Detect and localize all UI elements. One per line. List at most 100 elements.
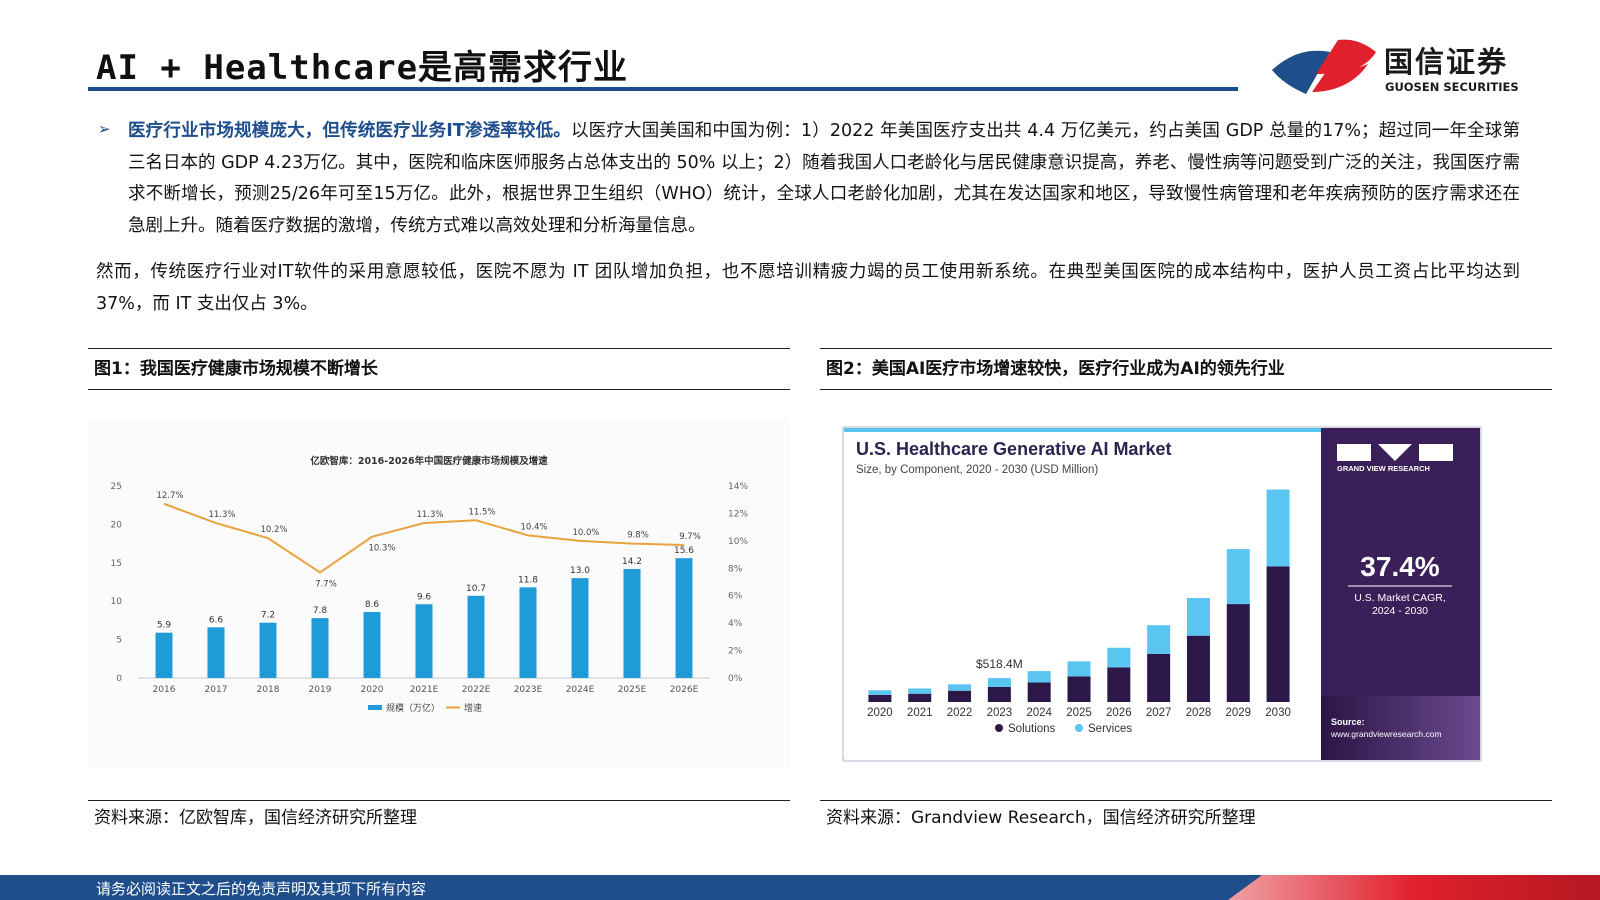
title-rule <box>88 87 1238 91</box>
chart1-bar <box>207 627 225 678</box>
chart1-bar <box>363 611 381 678</box>
chart2-xtick: 2028 <box>1186 707 1212 719</box>
chart1-ytick: 25 <box>111 482 122 492</box>
chart1-ytick: 0 <box>116 674 122 684</box>
china-healthcare-market-chart: 亿欧智库：2016-2026年中国医疗健康市场规模及增速 0 5 10 15 20 25 0%… <box>88 418 790 768</box>
chart2-bar-services <box>1147 625 1171 654</box>
chart2-legend-services-dot <box>1075 724 1083 732</box>
chart1-growth-label: 10.0% <box>572 528 599 538</box>
intro-paragraph: 医疗行业市场规模庞大，但传统医疗业务IT渗透率较低。以医疗大国美国和中国为例：1… <box>128 116 1520 242</box>
chart1-bar-label: 6.6 <box>209 615 224 625</box>
chart2-legend-services: Services <box>1088 723 1132 735</box>
chart1-growth-label: 9.8% <box>627 531 649 541</box>
chart1-growth-label: 10.2% <box>260 525 287 535</box>
chart2-bar-solutions <box>1266 566 1290 702</box>
chart1-xtick: 2024E <box>566 685 595 695</box>
chart1-bar-label: 14.2 <box>622 557 642 567</box>
chart1-bar <box>415 604 433 678</box>
grand-view-logo-icon <box>1337 444 1453 461</box>
chart2-bar-solutions <box>1107 667 1131 702</box>
guosen-logo-icon <box>1272 39 1376 94</box>
chart1-growth-label: 9.7% <box>679 532 701 542</box>
chart2-brand: GRAND VIEW RESEARCH <box>1337 464 1430 473</box>
footer-disclaimer: 请务必阅读正文之后的免责声明及其项下所有内容 <box>96 880 427 898</box>
chart2-xtick: 2025 <box>1066 707 1092 719</box>
chart2-xtick: 2027 <box>1146 707 1172 719</box>
chart1-bar-label: 9.6 <box>417 592 432 602</box>
intro-body: 以医疗大国美国和中国为例：1）2022 年美国医疗支出共 4.4 万亿美元，约占… <box>128 121 1520 236</box>
chart1-legend-line-label: 增速 <box>464 702 482 714</box>
chart2-bar-services <box>1067 661 1091 677</box>
chart2-bar-services <box>1226 549 1250 605</box>
second-paragraph: 然而，传统医疗行业对IT软件的采用意愿较低，医院不愿为 IT 团队增加负担，也不… <box>96 262 1520 314</box>
chart1-xtick: 2018 <box>257 685 280 695</box>
chart1-y2tick: 2% <box>728 647 743 657</box>
chart1-bar-label: 11.8 <box>518 575 538 585</box>
chart2-bar-solutions <box>1027 682 1051 702</box>
figure1-source: 资料来源：亿欧智库，国信经济研究所整理 <box>88 800 790 836</box>
chart1-bar <box>571 578 589 678</box>
chart1-xtick: 2025E <box>618 685 647 695</box>
chart2-cagr-label: U.S. Market CAGR, <box>1354 592 1446 604</box>
chart2-bar-services <box>1107 647 1131 668</box>
chart1-bar-label: 10.7 <box>466 584 486 594</box>
chart2-bar-solutions <box>868 694 892 702</box>
chart1-bar <box>259 622 277 678</box>
chart2-cagr-period: 2024 - 2030 <box>1372 605 1428 617</box>
chart2-annotation: $518.4M <box>976 657 1023 671</box>
chart2-bar-services <box>1027 671 1051 683</box>
chart1-growth-label: 11.3% <box>208 510 235 520</box>
chart2-subtitle: Size, by Component, 2020 - 2030 (USD Mil… <box>856 464 1098 476</box>
chart2-bar-solutions <box>1186 635 1210 702</box>
chart1-xtick: 2020 <box>361 685 384 695</box>
chart1-bar <box>467 595 485 678</box>
chart2-title: U.S. Healthcare Generative AI Market <box>856 439 1171 459</box>
chart1-xtick: 2017 <box>205 685 228 695</box>
chart2-bar-services <box>1186 598 1210 636</box>
chart1-growth-label: 10.3% <box>368 544 395 554</box>
chart2-xtick: 2020 <box>867 707 893 719</box>
chart2-side-panel-footer <box>1321 696 1480 760</box>
chart1-xtick: 2019 <box>309 685 332 695</box>
chart2-bar-services <box>868 690 892 695</box>
chart2-source-url: www.grandviewresearch.com <box>1330 729 1442 739</box>
chart2-xtick: 2022 <box>947 707 973 719</box>
chart1-title: 亿欧智库：2016-2026年中国医疗健康市场规模及增速 <box>310 455 548 467</box>
chart2-bar-services <box>1266 489 1290 567</box>
logo-cn-text: 国信证券 <box>1384 45 1509 79</box>
chart1-bar <box>311 618 329 678</box>
chart2-top-accent <box>844 428 1321 432</box>
chart2-legend-solutions-dot <box>995 724 1003 732</box>
chart1-ytick: 10 <box>111 597 123 607</box>
chart1-bar <box>519 587 537 678</box>
chart1-y2tick: 0% <box>728 674 743 684</box>
chart1-y2tick: 12% <box>728 509 748 519</box>
chart2-bar-solutions <box>948 690 972 702</box>
chart2-xtick: 2026 <box>1106 707 1132 719</box>
chart1-bar <box>155 632 173 678</box>
figure2-title: 图2：美国AI医疗市场增速较快，医疗行业成为AI的领先行业 <box>820 348 1552 390</box>
chart2-cagr-value: 37.4% <box>1360 551 1439 582</box>
chart1-y2tick: 6% <box>728 592 743 602</box>
chart1-bar-label: 8.6 <box>365 600 380 610</box>
figure2-source: 资料来源：Grandview Research，国信经济研究所整理 <box>820 800 1552 836</box>
chart2-xtick: 2023 <box>987 707 1013 719</box>
chart2-bar-services <box>987 678 1011 687</box>
chart1-xtick: 2026E <box>670 685 699 695</box>
chart1-ytick: 15 <box>111 559 122 569</box>
chart1-ytick: 5 <box>116 636 122 646</box>
chart2-legend-solutions: Solutions <box>1008 723 1056 735</box>
chart1-growth-line <box>163 502 685 574</box>
chart1-y2tick: 8% <box>728 564 743 574</box>
chart1-growth-label: 7.7% <box>315 579 337 589</box>
chart1-y2tick: 4% <box>728 619 743 629</box>
chart1-growth-label: 11.5% <box>468 507 495 517</box>
logo-en-text: GUOSEN SECURITIES <box>1385 80 1519 94</box>
chart1-xtick: 2023E <box>514 685 543 695</box>
chart1-bar-label: 7.2 <box>261 611 275 621</box>
chart2-bar-services <box>948 684 972 691</box>
chart2-xtick: 2029 <box>1225 707 1251 719</box>
logo: 国信证券 GUOSEN SECURITIES <box>1272 36 1572 96</box>
us-genai-healthcare-market-chart: U.S. Healthcare Generative AI Market Size… <box>842 426 1482 762</box>
chart1-bar-label: 7.8 <box>313 606 328 616</box>
